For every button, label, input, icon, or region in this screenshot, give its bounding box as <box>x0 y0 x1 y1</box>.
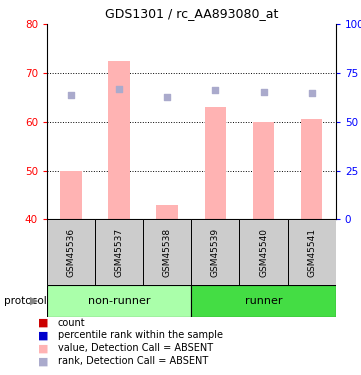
Text: GSM45536: GSM45536 <box>66 228 75 277</box>
Point <box>309 90 314 96</box>
Bar <box>253 122 274 219</box>
Title: GDS1301 / rc_AA893080_at: GDS1301 / rc_AA893080_at <box>105 8 278 20</box>
Text: ■: ■ <box>38 330 49 340</box>
Text: non-runner: non-runner <box>88 296 151 306</box>
Text: GSM45541: GSM45541 <box>307 228 316 277</box>
Bar <box>239 219 288 285</box>
Text: GSM45539: GSM45539 <box>211 228 220 277</box>
Bar <box>108 61 130 219</box>
Text: rank, Detection Call = ABSENT: rank, Detection Call = ABSENT <box>58 356 208 366</box>
Bar <box>205 107 226 219</box>
Text: value, Detection Call = ABSENT: value, Detection Call = ABSENT <box>58 344 213 353</box>
Text: ■: ■ <box>38 318 49 327</box>
Text: runner: runner <box>245 296 282 306</box>
Bar <box>47 285 191 317</box>
Bar <box>47 219 95 285</box>
Text: ■: ■ <box>38 344 49 353</box>
Bar <box>60 171 82 219</box>
Bar <box>143 219 191 285</box>
Bar <box>156 205 178 219</box>
Text: count: count <box>58 318 86 327</box>
Text: GSM45538: GSM45538 <box>163 228 172 277</box>
Bar <box>191 285 336 317</box>
Point <box>164 93 170 99</box>
Bar <box>191 219 239 285</box>
Text: percentile rank within the sample: percentile rank within the sample <box>58 330 223 340</box>
Text: ▶: ▶ <box>30 296 39 306</box>
Point <box>261 88 266 94</box>
Point <box>213 87 218 93</box>
Text: GSM45540: GSM45540 <box>259 228 268 277</box>
Text: protocol: protocol <box>4 296 46 306</box>
Text: GSM45537: GSM45537 <box>115 228 123 277</box>
Point <box>68 92 74 98</box>
Text: ■: ■ <box>38 356 49 366</box>
Bar <box>301 119 322 219</box>
Point <box>116 86 122 92</box>
Bar <box>288 219 336 285</box>
Bar <box>95 219 143 285</box>
